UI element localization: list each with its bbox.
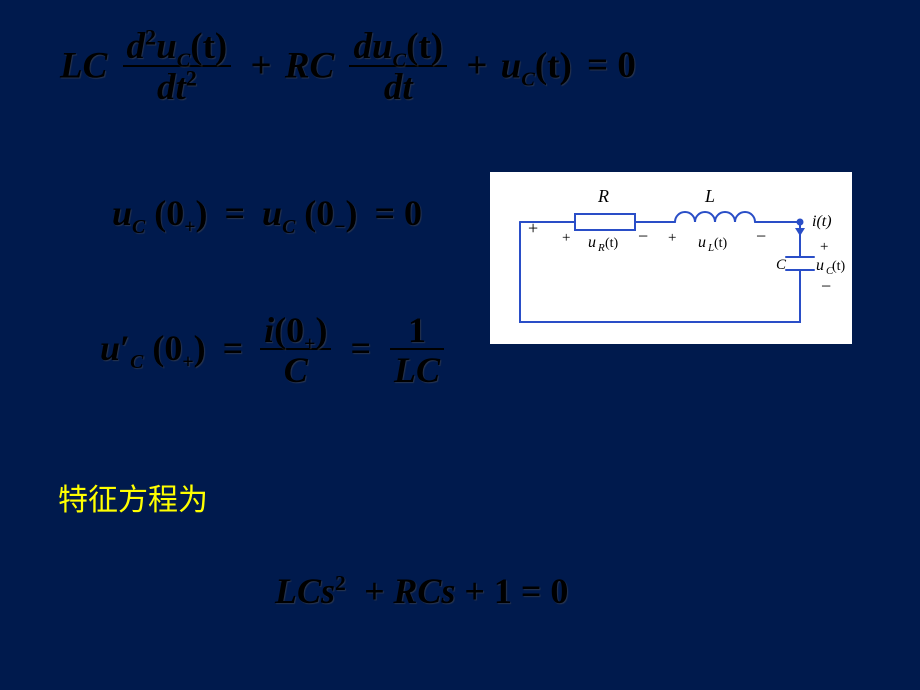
slide-root: LC d2uC(t) ddtt2 + RC duC(t) dt + uC(t) … bbox=[0, 0, 920, 690]
svg-text:−: − bbox=[821, 276, 831, 296]
svg-text:+: + bbox=[562, 230, 570, 246]
svg-text:+: + bbox=[528, 218, 538, 238]
svg-text:(t): (t) bbox=[832, 259, 846, 274]
svg-text:+: + bbox=[820, 239, 828, 255]
equation-init1: uC (0+) = uC (0−) = 0 bbox=[112, 192, 422, 234]
svg-text:u: u bbox=[698, 234, 706, 251]
svg-text:−: − bbox=[756, 226, 766, 246]
label-L: L bbox=[704, 186, 715, 206]
label-C: C bbox=[776, 257, 787, 273]
svg-text:u: u bbox=[816, 257, 824, 274]
svg-text:R: R bbox=[597, 242, 605, 254]
label-R: R bbox=[597, 186, 609, 206]
equation-init2: u′C (0+) = i(0+) C = 1 LC bbox=[100, 312, 444, 391]
svg-text:−: − bbox=[638, 226, 648, 246]
svg-text:+: + bbox=[668, 230, 676, 246]
equation-characteristic: LCs2 + RCs + 1 = 0 bbox=[275, 570, 568, 612]
svg-text:u: u bbox=[588, 234, 596, 251]
circuit-diagram: R L i(t) C u R (t) u L (t) u C (t) + bbox=[490, 172, 852, 344]
chinese-label: 特征方程为 bbox=[58, 475, 208, 519]
equation-main-de: LC d2uC(t) ddtt2 + RC duC(t) dt + uC(t) … bbox=[60, 28, 636, 110]
svg-text:(t): (t) bbox=[605, 236, 619, 251]
label-i-t: i(t) bbox=[812, 213, 832, 230]
svg-text:(t): (t) bbox=[714, 236, 728, 251]
term-LC: LC bbox=[60, 45, 107, 86]
